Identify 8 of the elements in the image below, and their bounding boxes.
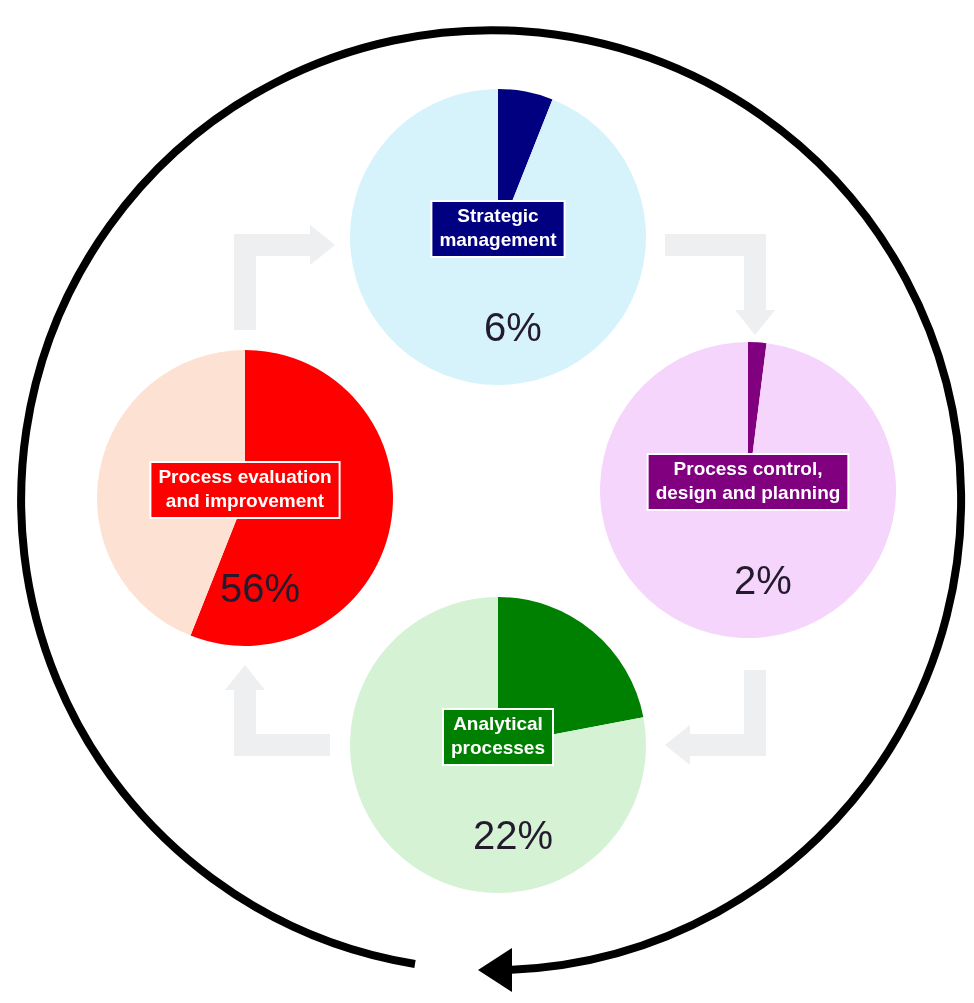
text: 56% (219, 566, 301, 611)
slice-label: Analytical processes (450, 713, 546, 759)
slice-label: Process evaluation and improvement (158, 466, 332, 512)
slice-label: Process control, design and planning (655, 458, 841, 504)
text: 22% (472, 813, 554, 858)
text: 6% (484, 305, 542, 350)
text: 2% (734, 558, 792, 603)
slice-label: Strategic management (439, 205, 558, 251)
